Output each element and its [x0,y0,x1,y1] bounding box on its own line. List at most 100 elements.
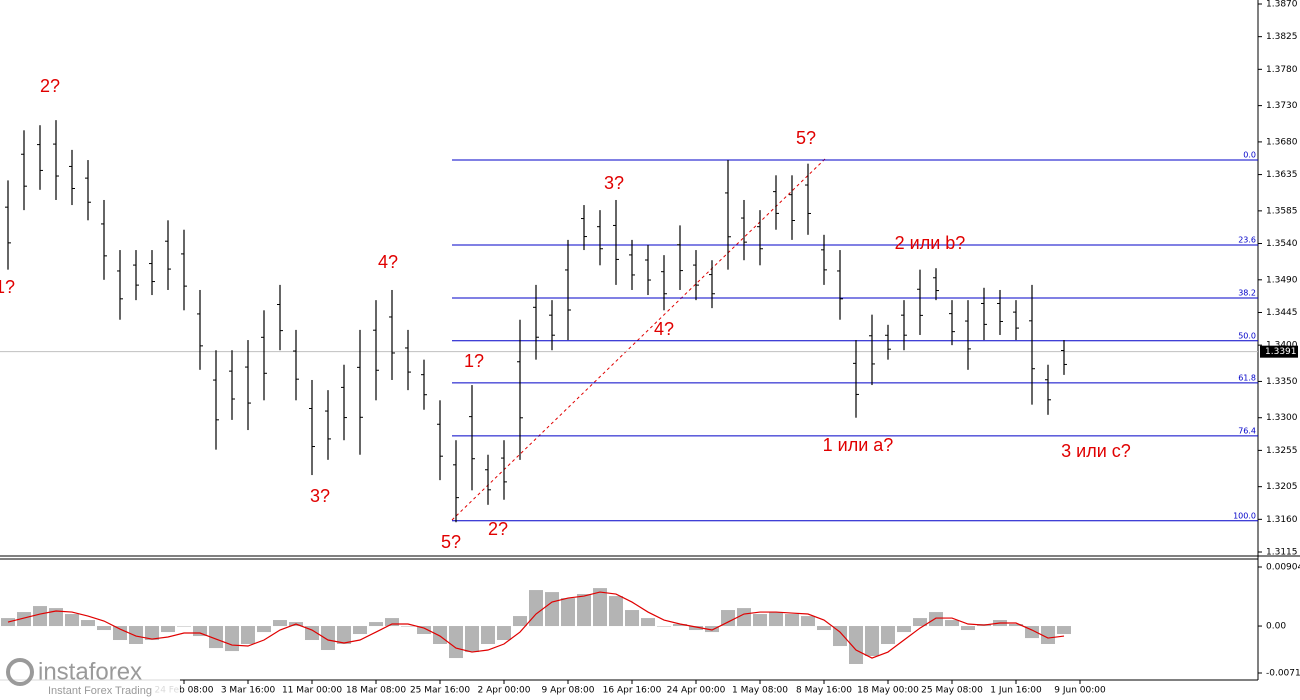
y-tick-label: -0.00719 [1266,669,1300,679]
histogram-bar [161,626,175,633]
fib-label: 50.0 [1238,331,1256,340]
histogram-bar [145,626,159,641]
y-tick-label: 1.3445 [1266,308,1298,318]
histogram-bar [673,624,687,627]
histogram-bar [209,626,223,649]
histogram-bar [193,626,207,637]
wave-label: 5? [796,128,816,148]
histogram-bar [1009,624,1023,627]
x-tick-label: 2 Apr 00:00 [478,686,531,696]
histogram-bar [49,608,63,627]
wave-label: 4? [654,319,674,339]
histogram-bar [385,618,399,627]
histogram-bar [801,616,815,627]
wave-label: 1 или a? [823,435,894,455]
histogram-bar [833,626,847,647]
histogram-bar [449,626,463,659]
y-tick-label: 1.3585 [1266,206,1298,216]
histogram-bar [929,612,943,627]
wave-label: 3? [604,173,624,193]
wave-label: 1? [464,351,484,371]
histogram-bar [65,614,79,627]
wave-label: 2? [488,519,508,539]
fib-label: 23.6 [1238,235,1256,244]
x-tick-label: 8 May 16:00 [796,686,852,696]
histogram-bar [577,594,591,627]
histogram-bar [737,608,751,627]
y-tick-label: 1.3115 [1266,548,1298,558]
x-tick-label: 25 May 08:00 [921,686,983,696]
signal-line [7,591,1065,659]
y-tick-label: 1.3825 [1266,32,1298,42]
histogram-bar [897,626,911,633]
y-tick-label: 1.3400 [1266,341,1298,351]
wave-label: 2 или b? [895,233,966,253]
histogram-bar [337,626,351,645]
histogram-bar [497,626,511,641]
histogram-bar [481,626,495,645]
histogram-bar [129,626,143,645]
histogram-bar [817,626,831,631]
histogram-bar [433,626,447,645]
wave-label: 2? [40,76,60,96]
histogram-bar [689,626,703,631]
histogram-bar [609,596,623,627]
y-tick-label: 0.00904 [1266,563,1300,573]
histogram-bar [945,620,959,627]
y-tick-label: 0.00 [1266,622,1286,632]
x-tick-label: 25 Mar 16:00 [410,686,470,696]
histogram-bar [849,626,863,664]
histogram-bar [785,614,799,627]
wave-label: 3 или c? [1061,441,1131,461]
histogram-bar [81,620,95,627]
wave-label: 4? [378,252,398,272]
histogram-bar [369,622,383,627]
wave-label: 5? [441,532,461,552]
y-tick-label: 1.3490 [1266,275,1298,285]
x-tick-label: 16 Apr 16:00 [603,686,662,696]
y-tick-label: 1.3350 [1266,377,1298,387]
histogram-bar [641,618,655,627]
histogram-bar [561,598,575,627]
histogram-bar [225,626,239,652]
histogram-bar [721,610,735,627]
histogram-bar [881,626,895,645]
histogram-bar [865,626,879,657]
trend-line [451,157,827,521]
y-tick-label: 1.3680 [1266,137,1298,147]
histogram-bar [417,626,431,635]
x-tick-label: 9 Jun 00:00 [1054,686,1106,696]
histogram-bar [1057,626,1071,635]
fib-label: 0.0 [1243,151,1256,160]
histogram-bar [273,620,287,627]
x-tick-label: 24 Feb 08:00 [154,686,213,696]
histogram-bar [465,626,479,653]
histogram-bar [257,626,271,633]
last-price-box [1260,345,1298,358]
x-tick-label: 1 May 08:00 [732,686,788,696]
y-tick-label: 1.3540 [1266,239,1298,249]
histogram-bar [769,612,783,627]
x-tick-label: 9 Apr 08:00 [542,686,595,696]
y-tick-label: 1.3870 [1266,0,1298,10]
histogram-bar [17,612,31,627]
histogram-bar [177,626,191,627]
histogram-bar [913,618,927,627]
logo: instaforex Instant Forex Trading [0,655,180,700]
histogram-bar [545,592,559,627]
histogram-bar [705,626,719,633]
histogram-bar [529,590,543,627]
wave-label: 1? [0,277,15,297]
y-tick-label: 1.3730 [1266,101,1298,111]
histogram-bar [113,626,127,641]
histogram-bar [625,610,639,627]
y-tick-label: 1.3205 [1266,482,1298,492]
histogram-bar [961,626,975,631]
fib-label: 61.8 [1238,373,1256,382]
histogram-bar [753,614,767,627]
fib-label: 100.0 [1233,511,1256,520]
x-tick-label: 11 Mar 00:00 [282,686,342,696]
x-tick-label: 18 Mar 08:00 [346,686,406,696]
y-tick-label: 1.3635 [1266,170,1298,180]
